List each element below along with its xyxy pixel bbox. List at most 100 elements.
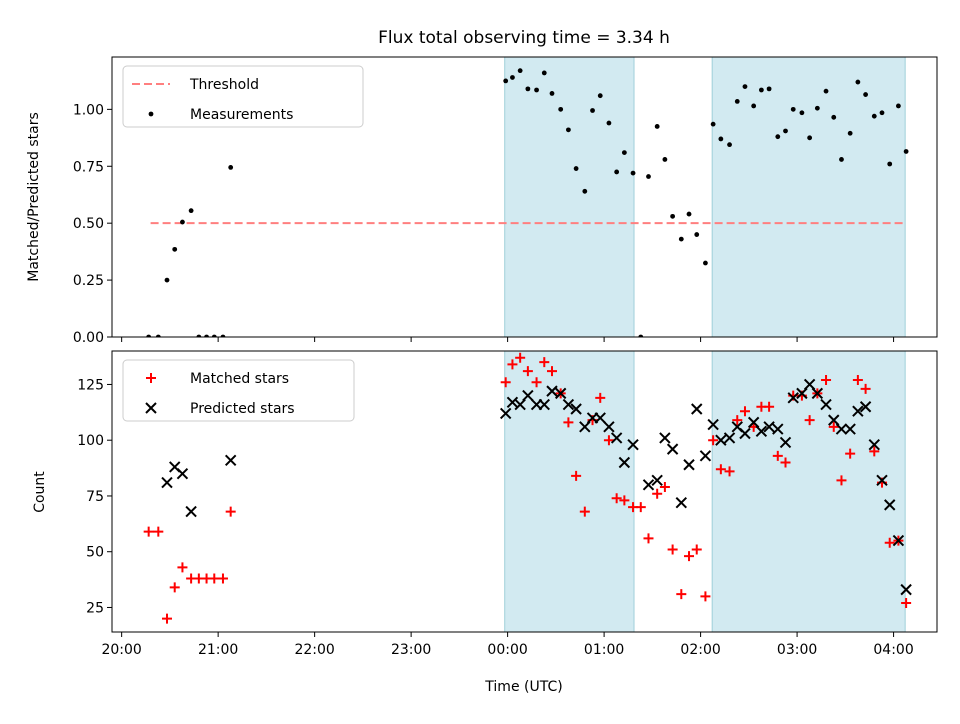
matched-stars-point [547,366,557,377]
matched-stars-point [732,415,743,426]
measurements-point [228,165,234,170]
predicted-stars-point [844,423,856,435]
measurements-point [855,79,861,85]
legend-box [122,65,364,128]
matched-stars-point [724,466,735,477]
predicted-stars-point [618,456,631,469]
measurements-point [164,277,170,283]
measurements-point [614,169,620,175]
predicted-stars-point [554,387,567,400]
predicted-stars-point [868,438,880,451]
predicted-stars-point [779,436,792,449]
matched-stars-point [209,573,220,584]
measurements-point [621,150,627,156]
predicted-stars-point [546,385,558,397]
predicted-stars-point [707,418,719,431]
matched-stars-point [708,435,719,446]
matched-stars-point [225,506,236,517]
predicted-stars-point [852,405,864,417]
matched-stars-point [162,613,172,624]
matched-stars-point [507,359,518,370]
predicted-stars-point [161,476,173,489]
matched-stars-point [845,448,856,459]
measurements-point [879,110,885,116]
matched-stars-point [563,417,574,428]
legend-swatch-matched-stars [146,373,156,383]
measurements-point [566,127,571,133]
measurements-point [727,142,732,148]
count-panel: 20:00 21:00 22:00 23:00 00:00 01:00 02:00 03:00… [77,350,938,658]
predicted-stars-point [884,499,896,511]
predicted-stars-point [787,392,799,404]
measurements-point [694,232,700,237]
x-tick-label: 21:00 [198,642,238,658]
measurements-point [525,86,531,92]
measurements-point [807,135,813,141]
predicted-stars-point [876,474,888,487]
predicted-stars-point [666,443,679,455]
measurements-point [541,70,547,76]
matched-stars-point [804,415,815,426]
matched-stars-point [603,435,614,446]
predicted-stars-point [562,398,575,411]
measurements-point [839,157,844,162]
x-tick-label: 01:00 [584,642,624,658]
predicted-stars-point [627,438,639,451]
predicted-stars-point [699,450,712,462]
measurements-point [871,113,877,119]
legend-label-matched-stars: Matched stars [190,371,289,387]
y-tick-label: 1.00 [73,102,104,118]
predicted-stars-point [499,407,512,420]
x-tick-label: 23:00 [391,642,431,658]
measurements-point [896,103,901,109]
x-tick-label: 04:00 [873,642,913,658]
measurements-point [534,87,539,93]
predicted-stars-point [603,421,615,433]
measurements-point [799,110,805,116]
measurements-point [766,86,772,92]
measurements-point [783,128,788,134]
x-tick-label: 03:00 [777,642,817,658]
predicted-stars-point [900,583,912,596]
measurements-point [146,334,152,337]
matched-stars-point [515,352,526,363]
ratio-panel: 0.00 0.25 0.50 0.75 1.00 Threshold Measurement… [73,56,938,346]
matched-stars-point [700,591,711,602]
axes-frame [111,350,938,633]
measurements-point [758,87,764,93]
matched-stars-point [821,374,832,385]
matched-stars-point [659,482,670,493]
matched-stars-point [691,544,702,555]
x-axis-label: Time (UTC) [484,679,562,695]
measurements-point [903,149,909,154]
measurements-point [863,92,868,97]
matched-stars-point [860,383,871,394]
predicted-stars-point [739,427,751,440]
matched-stars-point [652,488,663,499]
measurements-point [686,211,692,217]
predicted-stars-point [538,398,550,411]
matched-stars-point [901,598,912,609]
chart-title: Flux total observing time = 3.34 h [378,28,670,48]
predicted-stars-point [723,432,736,444]
measurements-point [597,93,603,99]
measurements-point [172,246,178,252]
legend-label-threshold: Threshold [189,77,259,93]
measurements-point [887,161,893,167]
predicted-stars-point [755,425,768,437]
predicted-stars-point [522,389,534,402]
measurements-point [654,124,660,129]
plot-area [143,352,912,624]
predicted-stars-point [185,505,197,518]
matched-stars-point [715,464,726,475]
legend-swatch-predicted-stars [145,402,157,414]
measurements-point [573,166,579,171]
measurements-point [670,213,676,219]
predicted-stars-point [642,479,655,491]
matched-stars-point [579,506,590,517]
y-tick-label: 0.75 [73,159,104,175]
predicted-stars-point [675,496,688,509]
matched-stars-point [153,526,164,537]
predicted-stars-point [691,403,703,415]
x-tick-label: 02:00 [680,642,720,658]
